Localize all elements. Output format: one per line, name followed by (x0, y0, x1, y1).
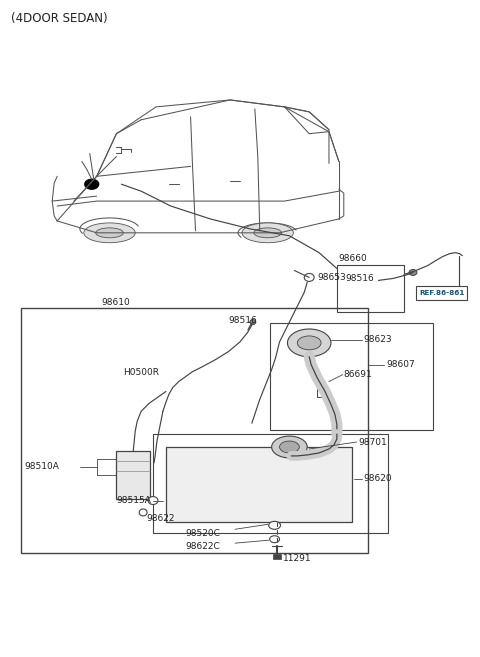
Text: 98620: 98620 (363, 474, 392, 483)
Ellipse shape (250, 319, 256, 325)
Bar (166, 447, 352, 522)
Ellipse shape (304, 273, 314, 281)
Ellipse shape (272, 436, 307, 458)
Bar (117, 451, 150, 499)
Text: 98607: 98607 (386, 360, 415, 369)
Ellipse shape (139, 509, 147, 516)
Bar (270, 323, 433, 430)
Bar (21, 308, 369, 553)
Text: 98622C: 98622C (186, 541, 220, 551)
Bar (273, 554, 280, 559)
Ellipse shape (84, 223, 135, 242)
Ellipse shape (288, 329, 331, 357)
Ellipse shape (279, 441, 300, 453)
Text: 86691: 86691 (344, 370, 372, 379)
Text: 98701: 98701 (359, 438, 387, 447)
Text: 98653: 98653 (317, 273, 346, 282)
Ellipse shape (270, 535, 279, 543)
Ellipse shape (85, 179, 99, 189)
Text: 98516: 98516 (346, 274, 374, 283)
Text: 98510A: 98510A (24, 463, 60, 471)
Text: 98520C: 98520C (186, 529, 220, 537)
Text: H0500R: H0500R (123, 368, 159, 377)
Ellipse shape (269, 522, 280, 530)
Ellipse shape (297, 336, 321, 350)
Text: (4DOOR SEDAN): (4DOOR SEDAN) (11, 12, 108, 25)
Text: 98623: 98623 (363, 336, 392, 344)
Text: 98515A: 98515A (117, 496, 151, 505)
Text: 98516: 98516 (228, 315, 257, 325)
Bar (153, 434, 388, 533)
Text: 98660: 98660 (339, 254, 368, 263)
Bar (416, 286, 468, 300)
Text: REF.86-861: REF.86-861 (419, 290, 464, 296)
Text: 11291: 11291 (283, 554, 311, 562)
Ellipse shape (409, 269, 417, 275)
Ellipse shape (242, 223, 293, 242)
Ellipse shape (254, 228, 281, 238)
Bar (317, 390, 327, 397)
Text: 98610: 98610 (102, 298, 131, 307)
Bar (337, 265, 404, 312)
Text: 98622: 98622 (146, 514, 175, 523)
Ellipse shape (148, 497, 158, 505)
Ellipse shape (96, 228, 123, 238)
